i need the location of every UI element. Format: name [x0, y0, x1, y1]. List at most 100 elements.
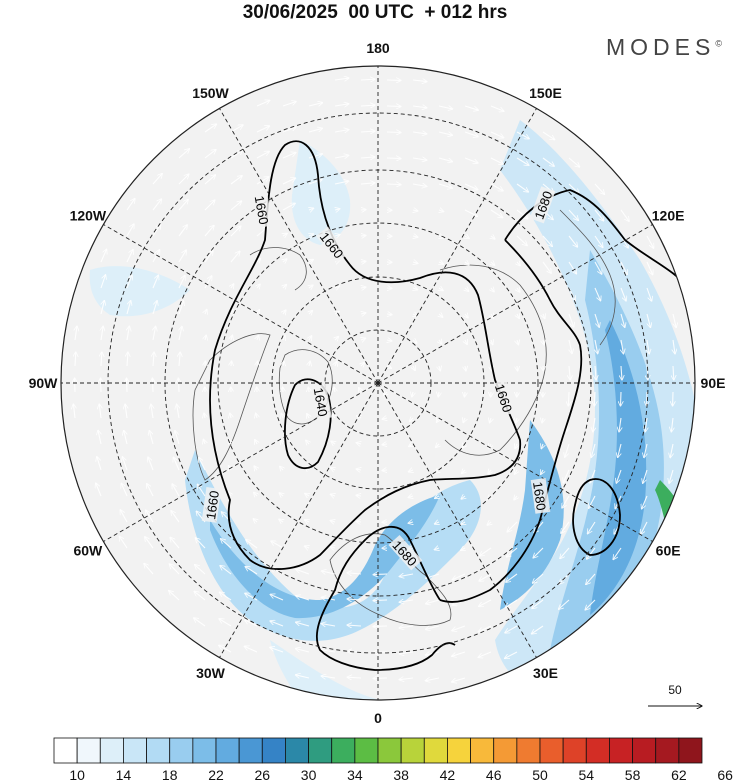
wind-vector [673, 339, 675, 354]
wind-vector [490, 418, 491, 423]
wind-vector [246, 540, 258, 549]
wind-vector [330, 494, 335, 496]
wind-vector [620, 209, 629, 221]
coast-alaska [249, 247, 307, 291]
wind-vector [408, 522, 413, 523]
wind-vector [321, 571, 336, 574]
colorbar-swatch [562, 737, 587, 764]
wind-vector [373, 626, 388, 627]
wind-vector [465, 366, 466, 371]
wind-vector [533, 547, 544, 558]
wind-vector [205, 335, 206, 340]
wind-vector [542, 235, 552, 246]
colorbar-swatch [192, 737, 217, 764]
wind-vector [119, 536, 128, 549]
colorbar-swatch [76, 737, 101, 764]
wind-vector [335, 336, 339, 340]
wind-vector [271, 541, 284, 549]
wind-vector [279, 493, 283, 496]
wind-vector [613, 547, 622, 560]
wind-vector [220, 565, 232, 575]
wind-vector [231, 309, 233, 314]
wind-vector [257, 258, 261, 262]
wind-vector [463, 418, 465, 423]
wind-vector [413, 366, 415, 370]
wind-vector [253, 519, 257, 522]
longitude-label: 30W [196, 665, 226, 681]
wind-vector [438, 392, 439, 397]
wind-vector [97, 457, 102, 471]
wind-vector [438, 157, 453, 162]
wind-vector [204, 124, 217, 133]
colorbar-swatch [493, 737, 518, 764]
colorbar-tick-label: 62 [671, 767, 687, 782]
wind-vector [204, 413, 205, 418]
meridian-lines [61, 66, 695, 700]
meridian-line [219, 108, 379, 384]
wind-vector [408, 470, 413, 472]
wind-vector [361, 338, 366, 340]
contour-1680-east [439, 239, 583, 603]
wind-vector [399, 626, 414, 628]
wind-vector [586, 573, 596, 585]
wind-vector [204, 251, 213, 263]
wind-vector [332, 414, 335, 418]
wind-vector [399, 600, 414, 602]
wind-vector [464, 183, 478, 190]
meridian-line [219, 382, 379, 658]
wind-vector [221, 539, 232, 549]
wind-vector [178, 149, 189, 159]
meridian-line [103, 382, 379, 542]
wind-vector [283, 259, 287, 262]
wind-vector [439, 366, 440, 371]
wind-vector [331, 441, 335, 444]
colorbar-swatch [377, 737, 402, 764]
wind-vector [438, 132, 453, 135]
wind-vector [270, 647, 284, 653]
map-title: 30/06/2025 00 UTC + 012 hrs [242, 2, 508, 23]
coast-east-asia [559, 209, 616, 346]
wind-vector [99, 404, 101, 419]
wind-vector [321, 624, 336, 626]
colorbar-swatch [331, 737, 356, 764]
wind-vector [387, 366, 391, 368]
wind-vector [491, 314, 494, 318]
wind-vector [439, 210, 444, 212]
colorbar-swatch [447, 737, 471, 764]
wind-vector [452, 573, 466, 580]
wind-vector [100, 275, 106, 289]
longitude-label: 30E [533, 665, 558, 681]
wind-vector [594, 261, 602, 274]
wind-vector [399, 574, 414, 577]
contour-1680-closed [572, 478, 621, 556]
wind-vector [464, 131, 478, 137]
wind-vector [321, 597, 336, 600]
wind-vector [413, 236, 418, 237]
wind-vector [412, 158, 427, 160]
wind-vector [620, 261, 627, 275]
wind-vector [308, 103, 323, 107]
wind-vector [149, 430, 154, 445]
wind-vector [73, 404, 75, 419]
wind-vector [465, 340, 467, 344]
wind-vector [620, 287, 626, 301]
wind-vector [479, 599, 492, 606]
wind-vector [279, 519, 283, 522]
wind-vector [669, 469, 674, 483]
longitude-label: 120E [652, 208, 685, 224]
wind-vector [646, 313, 650, 328]
wind-vector [178, 378, 179, 393]
wind-vector [175, 431, 180, 445]
wind-vector [439, 340, 442, 344]
longitude-label: 0 [374, 710, 382, 726]
wind-vector [228, 466, 231, 470]
wind-vector [543, 340, 544, 345]
wind-vector [561, 521, 570, 533]
wind-vector [257, 361, 258, 366]
wind-vector [124, 430, 127, 445]
wind-vector [178, 275, 185, 289]
wind-vector [646, 235, 654, 248]
wind-vector [204, 225, 214, 237]
wind-vector [283, 284, 287, 288]
wind-vector [412, 132, 427, 134]
